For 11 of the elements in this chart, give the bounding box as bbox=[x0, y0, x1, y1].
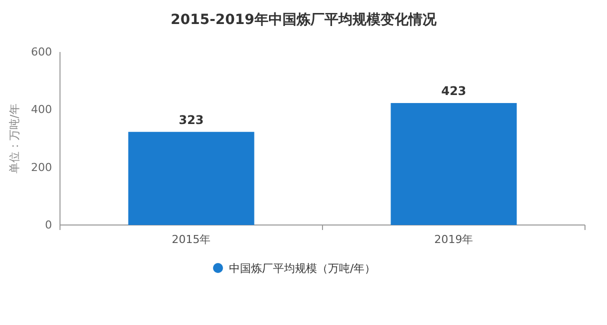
y-axis-title: 单位：万吨/年 bbox=[8, 104, 21, 174]
data-label: 323 bbox=[178, 112, 204, 127]
x-tick-label: 2019年 bbox=[434, 233, 474, 246]
x-tick-label: 2015年 bbox=[172, 233, 211, 246]
y-tick-label: 600 bbox=[31, 46, 52, 58]
data-label: 423 bbox=[441, 84, 466, 98]
y-tick-label: 0 bbox=[45, 218, 52, 232]
legend-label: 中国炼厂平均规模（万吨/年） bbox=[229, 262, 376, 275]
y-tick-label: 200 bbox=[31, 160, 52, 174]
chart-title: 2015-2019年中国炼厂平均规模变化情况 bbox=[170, 11, 438, 28]
y-tick-label: 400 bbox=[31, 103, 52, 116]
